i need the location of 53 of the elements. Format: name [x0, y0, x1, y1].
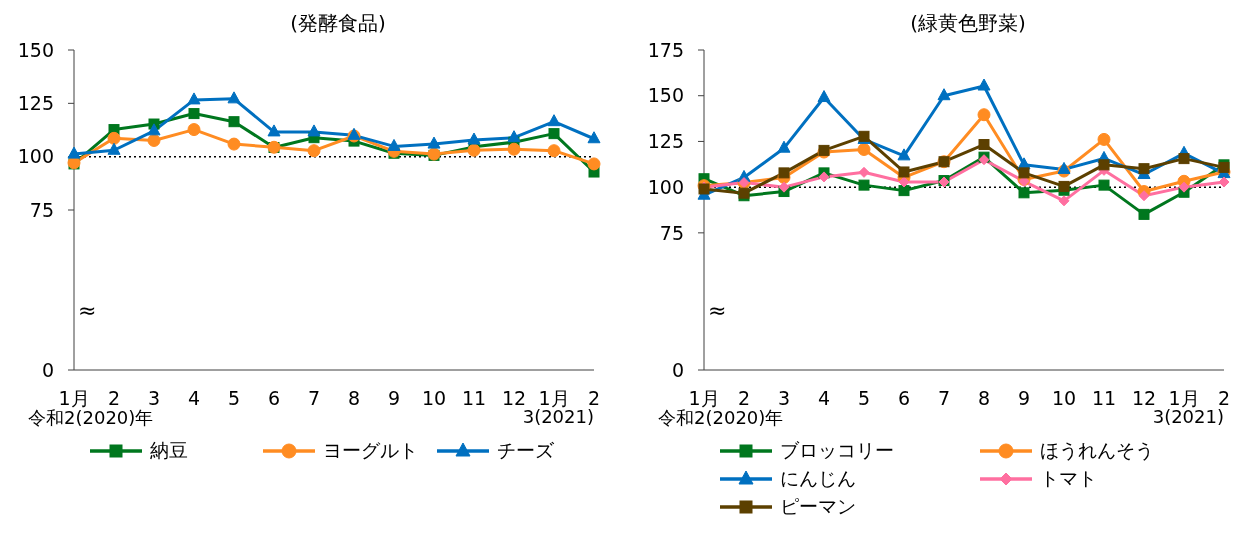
x-tick-label: 12 — [1131, 387, 1157, 410]
x-tick-label: 2 — [1217, 387, 1231, 410]
y-tick-label: 75 — [659, 221, 684, 244]
y-tick-label: 75 — [29, 198, 54, 221]
x-tick-label: 9 — [387, 387, 401, 410]
x-tick-label: 8 — [347, 387, 361, 410]
annotation: ≈ — [78, 298, 97, 323]
x-tick-label: 7 — [307, 387, 321, 410]
x-tick-label: 10 — [1051, 387, 1077, 410]
legend-label: ブロッコリー — [780, 438, 894, 463]
x-tick-label: 5 — [857, 387, 871, 410]
y-tick-label: 100 — [17, 145, 54, 168]
annotation: ≈ — [708, 298, 727, 323]
legend-label: チーズ — [496, 438, 554, 463]
text: 令和2(2020)年 — [658, 407, 784, 430]
x-tick-label: 1月 — [58, 387, 90, 410]
x-tick-label: 11 — [461, 387, 487, 410]
chart-title: (発酵食品) — [289, 10, 387, 37]
x-tick-label: 5 — [227, 387, 241, 410]
x-tick-label: 6 — [267, 387, 281, 410]
legend-label: 納豆 — [150, 438, 188, 463]
x-tick-label: 9 — [1017, 387, 1031, 410]
y-tick-label: 100 — [647, 175, 684, 198]
x-tick-label: 1月 — [538, 387, 570, 410]
y-tick-label: 125 — [17, 92, 54, 115]
legend-label: ピーマン — [780, 494, 856, 519]
y-tick-label: 0 — [41, 358, 54, 381]
x-tick-label: 1月 — [1168, 387, 1200, 410]
legend-label: ほうれんそう — [1040, 438, 1154, 463]
x-tick-label: 1月 — [688, 387, 720, 410]
y-tick-label: 0 — [671, 358, 684, 381]
x-tick-label: 6 — [897, 387, 911, 410]
x-tick-label: 12 — [501, 387, 527, 410]
x-tick-label: 2 — [737, 387, 751, 410]
x-tick-label: 2 — [587, 387, 601, 410]
y-tick-label: 150 — [17, 38, 54, 61]
text: 令和2(2020)年 — [28, 407, 154, 430]
y-tick-label: 150 — [647, 84, 684, 107]
x-tick-label: 11 — [1091, 387, 1117, 410]
x-tick-label: 8 — [977, 387, 991, 410]
y-tick-label: 125 — [647, 130, 684, 153]
chart-title: (緑黄色野菜) — [909, 10, 1027, 37]
y-tick-label: 175 — [647, 38, 684, 61]
x-tick-label: 4 — [817, 387, 831, 410]
legend-label: にんじん — [780, 466, 856, 491]
x-tick-label: 4 — [187, 387, 201, 410]
x-tick-label: 7 — [937, 387, 951, 410]
legend-label: トマト — [1040, 466, 1097, 491]
x-tick-label: 10 — [421, 387, 447, 410]
x-tick-label: 3 — [147, 387, 161, 410]
legend-label: ヨーグルト — [323, 438, 419, 463]
x-tick-label: 3 — [777, 387, 791, 410]
x-tick-label: 2 — [107, 387, 121, 410]
